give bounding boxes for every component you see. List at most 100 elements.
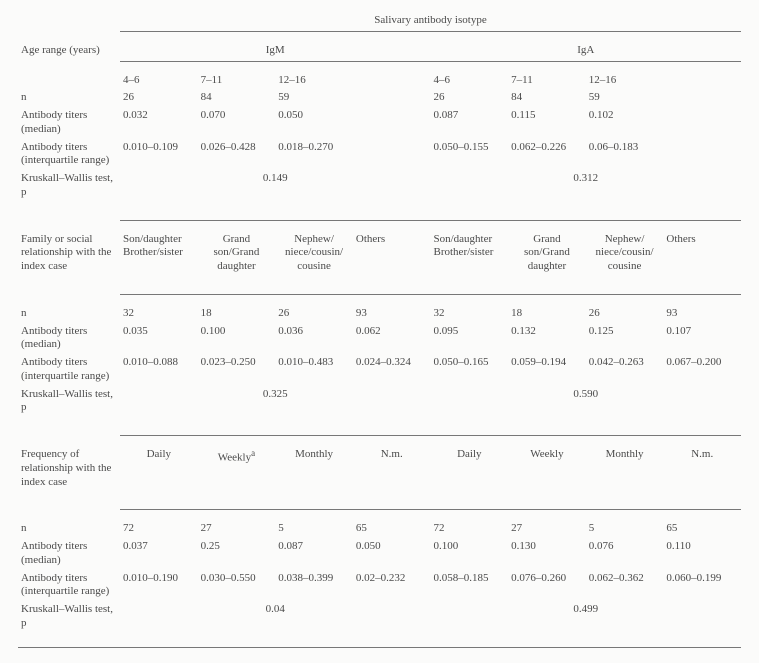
cell: 59 [275, 89, 430, 107]
cell: 12–16 [586, 72, 741, 90]
row-label: Kruskall–Wallis test, p [18, 386, 120, 418]
cell: 0.070 [198, 107, 276, 139]
cell: 27 [198, 520, 276, 538]
super-header: Salivary antibody isotype [120, 12, 741, 31]
table-row: n 26 84 59 26 84 59 [18, 89, 741, 107]
cell: 0.04 [120, 601, 431, 633]
cell: 65 [663, 520, 741, 538]
cell: 0.125 [586, 323, 664, 355]
row-label: Family or social relationship with the i… [18, 231, 120, 276]
row-label: Antibody titers (interquartile range) [18, 570, 120, 602]
cell: 0.030–0.550 [198, 570, 276, 602]
igm-header: IgM [120, 42, 431, 61]
antibody-table: Salivary antibody isotype Age range (yea… [18, 12, 741, 648]
cell: 0.110 [663, 538, 741, 570]
cell: 0.130 [508, 538, 586, 570]
row-label: n [18, 305, 120, 323]
cell: 18 [198, 305, 276, 323]
cell: 0.059–0.194 [508, 354, 586, 386]
cell: 26 [586, 305, 664, 323]
cell: 84 [508, 89, 586, 107]
cell: 0.06–0.183 [586, 139, 741, 171]
table-row: Kruskall–Wallis test, p 0.325 0.590 [18, 386, 741, 418]
cell: 7–11 [198, 72, 276, 90]
cell: Weeklya [198, 446, 276, 491]
cell: 0.076 [586, 538, 664, 570]
cell: Daily [431, 446, 509, 491]
cell: Nephew/ niece/cousin/ cousine [586, 231, 664, 276]
footnote-marker: a [251, 448, 255, 458]
table-row: Antibody titers (median) 0.032 0.070 0.0… [18, 107, 741, 139]
cell: 0.325 [120, 386, 431, 418]
cell: 0.100 [431, 538, 509, 570]
row-label: Frequency of relationship with the index… [18, 446, 120, 491]
cell: 84 [198, 89, 276, 107]
cell: Nephew/ niece/cousin/ cousine [275, 231, 353, 276]
row-label: Antibody titers (median) [18, 323, 120, 355]
cell: Monthly [275, 446, 353, 491]
cell: 0.010–0.088 [120, 354, 198, 386]
cell: 0.060–0.199 [663, 570, 741, 602]
row-label: Kruskall–Wallis test, p [18, 170, 120, 202]
iga-header: IgA [431, 42, 742, 61]
cell: 0.036 [275, 323, 353, 355]
cell: 0.062–0.362 [586, 570, 664, 602]
table-row: n 32182693 32182693 [18, 305, 741, 323]
cell: Daily [120, 446, 198, 491]
cell: 0.010–0.109 [120, 139, 198, 171]
row-label: Kruskall–Wallis test, p [18, 601, 120, 633]
cell: N.m. [353, 446, 431, 491]
table-row: Antibody titers (median) 0.0370.250.0870… [18, 538, 741, 570]
cell: 12–16 [275, 72, 430, 90]
cell: 0.132 [508, 323, 586, 355]
cell: N.m. [663, 446, 741, 491]
row-label-age: Age range (years) [18, 42, 120, 61]
cell: Grand son/Grand daughter [198, 231, 276, 276]
cell: 26 [120, 89, 198, 107]
row-label: Antibody titers (median) [18, 538, 120, 570]
cell: 65 [353, 520, 431, 538]
cell: 0.02–0.232 [353, 570, 431, 602]
table-row: Antibody titers (interquartile range) 0.… [18, 139, 741, 171]
cell: Monthly [586, 446, 664, 491]
cell: 0.115 [508, 107, 586, 139]
cell: Others [663, 231, 741, 276]
cell: 0.050–0.155 [431, 139, 509, 171]
cell: 0.010–0.483 [275, 354, 353, 386]
cell: 0.024–0.324 [353, 354, 431, 386]
table-row: Antibody titers (median) 0.0350.1000.036… [18, 323, 741, 355]
cell: 0.25 [198, 538, 276, 570]
cell: 18 [508, 305, 586, 323]
cell: 32 [431, 305, 509, 323]
cell: 32 [120, 305, 198, 323]
cell: 0.037 [120, 538, 198, 570]
cell: 0.026–0.428 [198, 139, 276, 171]
cell: 0.100 [198, 323, 276, 355]
table-row: n 7227565 7227565 [18, 520, 741, 538]
cell: 26 [275, 305, 353, 323]
table-row: Antibody titers (interquartile range) 0.… [18, 354, 741, 386]
cell: 0.050–0.165 [431, 354, 509, 386]
sec2-head: Family or social relationship with the i… [18, 231, 741, 276]
cell: 72 [120, 520, 198, 538]
cell: 0.590 [431, 386, 742, 418]
row-label: Antibody titers (median) [18, 107, 120, 139]
cell: 5 [586, 520, 664, 538]
cell: 0.087 [431, 107, 509, 139]
table-row: Kruskall–Wallis test, p 0.149 0.312 [18, 170, 741, 202]
cell: 0.050 [353, 538, 431, 570]
cell: 0.499 [431, 601, 742, 633]
cell: 0.032 [120, 107, 198, 139]
cell: 0.023–0.250 [198, 354, 276, 386]
cell: 93 [663, 305, 741, 323]
cell: 27 [508, 520, 586, 538]
cell: 0.107 [663, 323, 741, 355]
sec1-subhead: 4–6 7–11 12–16 4–6 7–11 12–16 [18, 72, 741, 90]
cell: 0.058–0.185 [431, 570, 509, 602]
cell: 0.062 [353, 323, 431, 355]
table-row: Kruskall–Wallis test, p 0.04 0.499 [18, 601, 741, 633]
cell: 0.062–0.226 [508, 139, 586, 171]
cell: 0.050 [275, 107, 430, 139]
cell: 59 [586, 89, 741, 107]
cell: 0.018–0.270 [275, 139, 430, 171]
